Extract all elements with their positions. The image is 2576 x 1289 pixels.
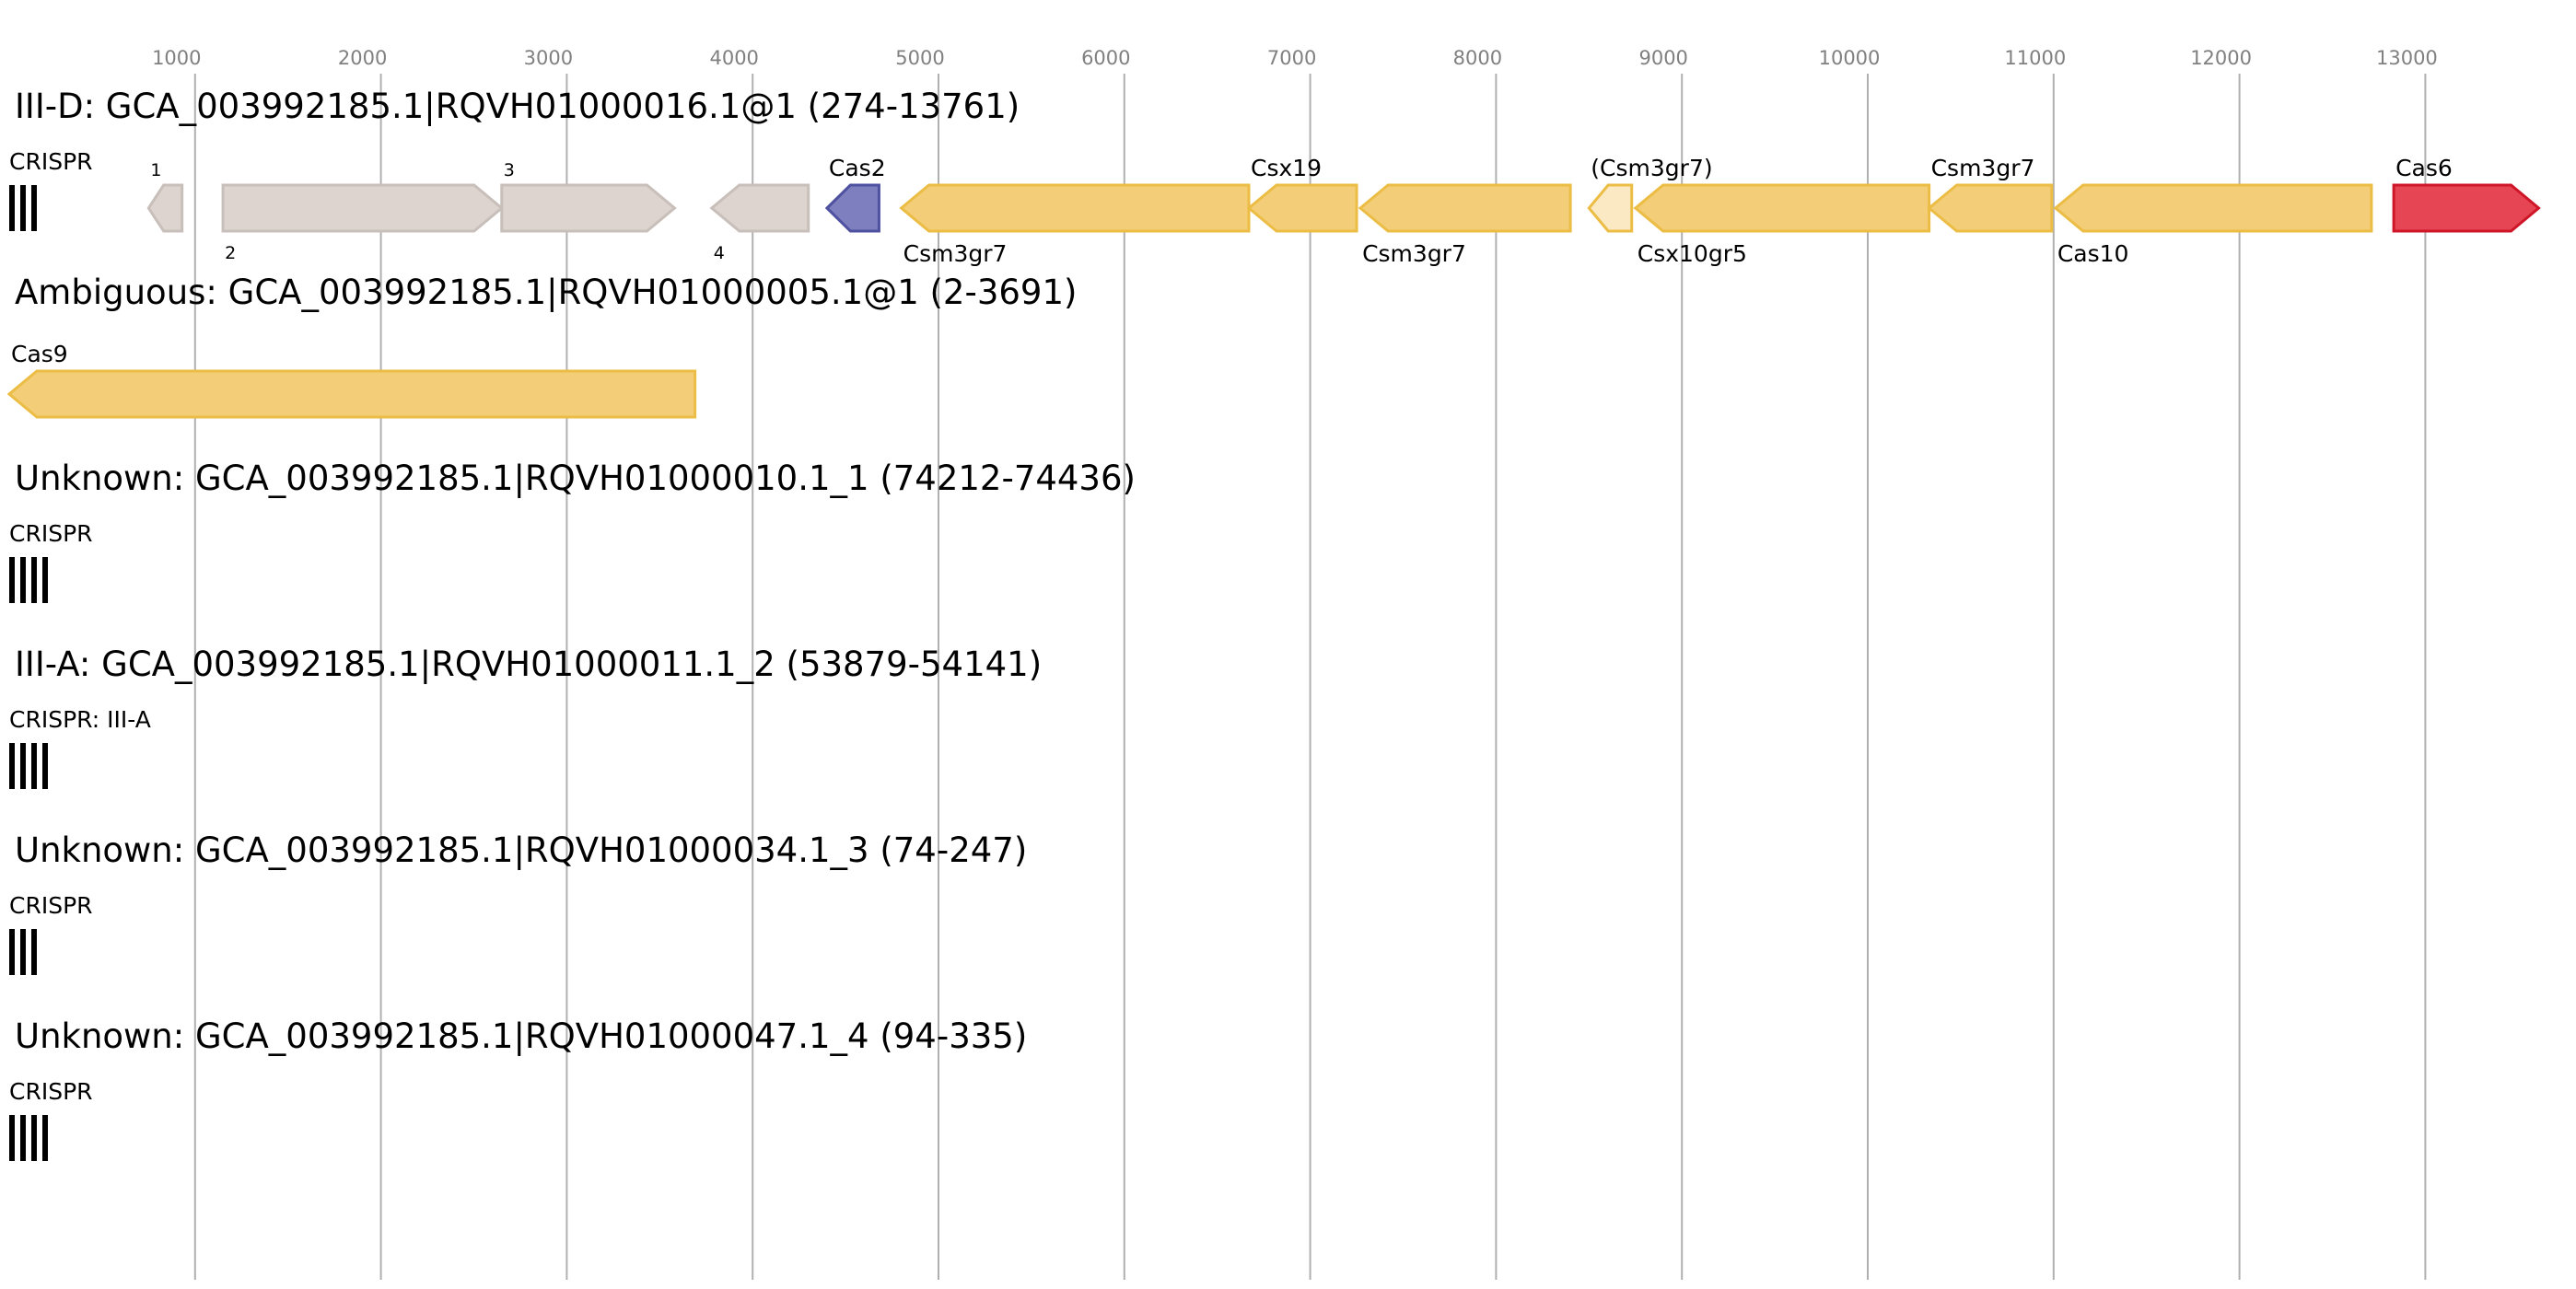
gene-label: Csx10gr5 <box>1638 240 1747 267</box>
gene-arrow <box>500 183 677 233</box>
track-title: Ambiguous: GCA_003992185.1|RQVH01000005.… <box>15 273 1077 312</box>
gene-label: Cas9 <box>11 341 68 367</box>
track: III-A: GCA_003992185.1|RQVH01000011.1_2 … <box>9 644 1042 789</box>
gene-arrow <box>709 183 810 233</box>
gene-label: Csm3gr7 <box>1931 155 2035 181</box>
tick-label: 7000 <box>1267 47 1316 69</box>
gene-arrow <box>2392 183 2541 233</box>
grid-lines <box>193 74 2427 1280</box>
tick-label: 5000 <box>895 47 944 69</box>
crispr-repeat-bar <box>42 1115 48 1161</box>
axis-ticks: 1000 2000 3000 4000 5000 6000 7000 8000 9000 1000… <box>152 47 2438 69</box>
track-title: Unknown: GCA_003992185.1|RQVH01000047.1_… <box>15 1016 1027 1056</box>
gene-label: 1 <box>150 160 161 180</box>
crispr-repeat-bar <box>9 743 15 789</box>
gene-arrow <box>1587 183 1634 233</box>
tick-label: 3000 <box>524 47 573 69</box>
crispr-label: CRISPR <box>9 520 93 547</box>
gene-arrow <box>146 183 184 233</box>
tick-label: 11000 <box>2004 47 2066 69</box>
gene-label: 3 <box>504 160 515 180</box>
gene-arrow <box>221 183 505 233</box>
gene-label: Cas6 <box>2395 155 2453 181</box>
gene-arrow <box>1358 183 1572 233</box>
tick-label: 2000 <box>338 47 387 69</box>
crispr-repeat-bar <box>31 557 37 603</box>
track: Unknown: GCA_003992185.1|RQVH01000047.1_… <box>9 1016 1027 1161</box>
gene-label: Csm3gr7 <box>903 240 1008 267</box>
track: Ambiguous: GCA_003992185.1|RQVH01000005.… <box>6 273 1077 419</box>
gene-label: 2 <box>225 243 236 263</box>
crispr-repeat-bar <box>9 1115 15 1161</box>
crispr-repeat-bar <box>31 743 37 789</box>
gene-arrow <box>6 369 697 419</box>
gene-arrow <box>1927 183 2054 233</box>
track: Unknown: GCA_003992185.1|RQVH01000034.1_… <box>9 830 1027 975</box>
track-title: Unknown: GCA_003992185.1|RQVH01000010.1_… <box>15 459 1136 498</box>
gene-label: Csm3gr7 <box>1362 240 1466 267</box>
gene-label: Cas2 <box>829 155 886 181</box>
crispr-repeat-bar <box>31 185 37 231</box>
tick-label: 6000 <box>1081 47 1130 69</box>
crispr-repeat-bar <box>20 557 26 603</box>
tick-label: 4000 <box>709 47 758 69</box>
gene-label: Csx19 <box>1251 155 1322 181</box>
track: III-D: GCA_003992185.1|RQVH01000016.1@1 … <box>9 87 2541 267</box>
tick-label: 9000 <box>1638 47 1687 69</box>
track-title: III-A: GCA_003992185.1|RQVH01000011.1_2 … <box>15 644 1042 684</box>
crispr-repeat-bar <box>20 929 26 975</box>
crispr-repeat-bar <box>9 557 15 603</box>
tick-label: 10000 <box>1819 47 1881 69</box>
track-title: Unknown: GCA_003992185.1|RQVH01000034.1_… <box>15 830 1027 870</box>
crispr-label: CRISPR <box>9 892 93 919</box>
tick-label: 1000 <box>152 47 201 69</box>
tick-label: 12000 <box>2190 47 2252 69</box>
crispr-repeat-bar <box>20 1115 26 1161</box>
crispr-repeat-bar <box>42 557 48 603</box>
tick-label: 13000 <box>2376 47 2438 69</box>
crispr-repeat-bar <box>31 929 37 975</box>
gene-arrow <box>1246 183 1358 233</box>
crispr-label: CRISPR <box>9 148 93 175</box>
crispr-repeat-bar <box>42 743 48 789</box>
gene-arrow <box>824 183 880 233</box>
crispr-repeat-bar <box>20 743 26 789</box>
crispr-label: CRISPR: III-A <box>9 706 151 733</box>
gene-arrow <box>1633 183 1931 233</box>
gene-label: 4 <box>714 243 725 263</box>
tracks: III-D: GCA_003992185.1|RQVH01000016.1@1 … <box>6 87 2541 1161</box>
gene-label: (Csm3gr7) <box>1591 155 1712 181</box>
crispr-repeat-bar <box>31 1115 37 1161</box>
track-title: III-D: GCA_003992185.1|RQVH01000016.1@1 … <box>15 87 1020 126</box>
tick-label: 8000 <box>1453 47 1502 69</box>
gene-arrow <box>2053 183 2373 233</box>
gene-label: Cas10 <box>2057 240 2129 267</box>
gene-arrow <box>899 183 1251 233</box>
crispr-repeat-bar <box>9 929 15 975</box>
crispr-repeat-bar <box>20 185 26 231</box>
crispr-label: CRISPR <box>9 1078 93 1105</box>
crispr-repeat-bar <box>9 185 15 231</box>
track: Unknown: GCA_003992185.1|RQVH01000010.1_… <box>9 459 1136 603</box>
